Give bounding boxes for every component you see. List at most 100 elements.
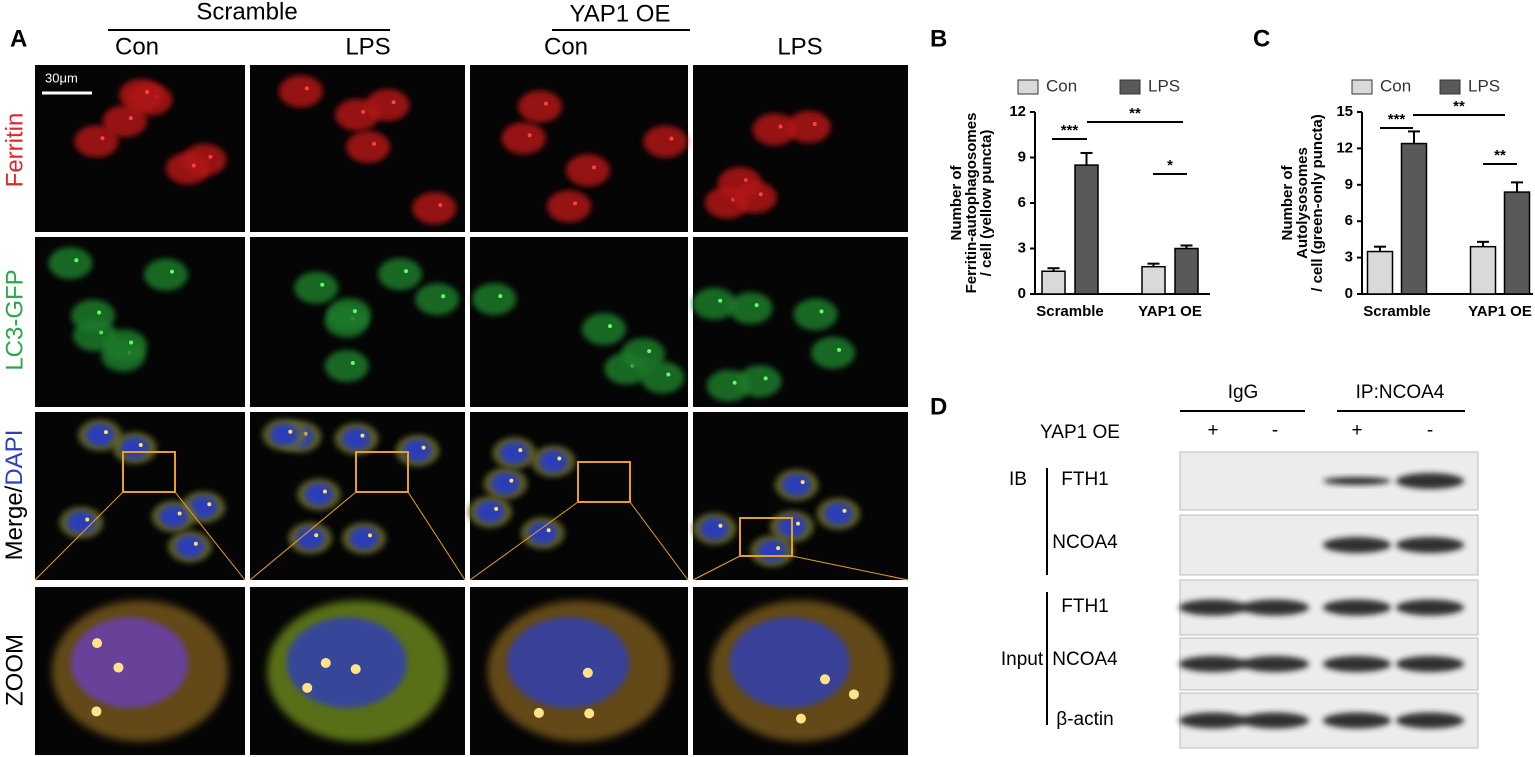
puncta: [819, 309, 824, 314]
nucleus: [507, 617, 630, 708]
legend-label: LPS: [1468, 76, 1500, 95]
puncta: [842, 508, 847, 513]
y-tick-label: 6: [1018, 194, 1026, 211]
puncta: [360, 433, 365, 438]
puncta: [776, 546, 781, 551]
significance-label: ***: [1061, 122, 1079, 139]
puncta: [169, 269, 174, 274]
puncta: [113, 662, 124, 673]
puncta: [288, 429, 293, 434]
cell: [365, 89, 410, 122]
nucleus: [528, 522, 557, 545]
row-label: ZOOM: [1, 634, 28, 706]
bar: [1503, 191, 1531, 295]
y-tick-label: 12: [1336, 139, 1353, 156]
band: [1323, 656, 1391, 672]
zoom-line: [174, 491, 246, 581]
band: [1241, 599, 1309, 616]
nucleus: [476, 500, 505, 523]
nucleus: [500, 442, 529, 465]
band: [1396, 473, 1464, 489]
section-label: Input: [1001, 649, 1044, 670]
cell: [621, 338, 666, 371]
cell: [103, 329, 148, 362]
band: [1179, 656, 1247, 672]
cell: [786, 110, 831, 143]
puncta: [372, 141, 377, 146]
x-tick-label: Scramble: [1363, 303, 1431, 320]
y-tick-label: 6: [1345, 212, 1353, 229]
puncta: [441, 294, 446, 299]
zoom-box: [739, 517, 793, 557]
puncta: [391, 100, 396, 105]
cell: [517, 90, 562, 123]
y-tick-label: 3: [1345, 249, 1353, 266]
row-label-part: Merge/: [1, 485, 28, 560]
nucleus: [758, 540, 787, 563]
cell: [326, 298, 371, 331]
row-label: Ferritin: [1, 113, 28, 188]
section-label: IB: [1009, 469, 1027, 490]
puncta: [591, 165, 596, 170]
group-title: Scramble: [196, 0, 297, 25]
zoom-line: [791, 555, 909, 581]
y-tick-label: 9: [1018, 148, 1026, 165]
bar: [1074, 164, 1099, 295]
puncta: [193, 541, 198, 546]
cell: [811, 336, 856, 369]
zoom-box: [577, 461, 631, 503]
cell: [165, 152, 210, 185]
nucleus: [286, 617, 407, 708]
zoom-line: [34, 491, 124, 581]
cell: [565, 154, 610, 187]
row-label: LC3-GFP: [1, 269, 28, 370]
nucleus: [120, 437, 149, 460]
bar: [1141, 265, 1166, 295]
legend-swatch: [1351, 79, 1373, 95]
cell: [732, 181, 777, 214]
bar: [1400, 142, 1428, 295]
puncta: [758, 192, 763, 197]
puncta: [145, 89, 150, 94]
puncta: [128, 116, 133, 121]
puncta: [837, 347, 842, 352]
cell: [412, 192, 457, 225]
y-tick-label: 15: [1336, 103, 1353, 120]
group-title: YAP1 OE: [570, 0, 671, 27]
puncta: [322, 489, 327, 494]
x-tick-label: YAP1 OE: [1138, 303, 1202, 320]
cell: [472, 283, 517, 316]
legend-label: Con: [1380, 76, 1411, 95]
micrographs: 30μm: [34, 65, 909, 755]
bar: [1174, 247, 1199, 295]
cell: [643, 125, 688, 158]
puncta: [304, 86, 309, 91]
puncta: [320, 657, 331, 668]
puncta: [129, 340, 134, 345]
sign: -: [1272, 420, 1278, 441]
row-label-part: DAPI: [1, 430, 28, 486]
band-label: FTH1: [1061, 469, 1109, 490]
nucleus: [782, 474, 811, 497]
puncta: [666, 372, 671, 377]
nucleus: [159, 505, 188, 528]
puncta: [350, 664, 361, 675]
bar: [1469, 245, 1497, 295]
nucleus: [729, 617, 850, 708]
cell: [48, 247, 93, 280]
legend-swatch: [1017, 79, 1039, 95]
significance-label: ***: [1388, 111, 1406, 128]
puncta: [557, 456, 562, 461]
puncta: [800, 480, 805, 485]
puncta: [607, 324, 612, 329]
puncta: [820, 674, 831, 685]
puncta: [352, 309, 357, 314]
nucleus: [175, 535, 204, 558]
puncta: [732, 380, 737, 385]
y-tick-label: 3: [1018, 239, 1026, 256]
puncta: [207, 502, 212, 507]
y-axis-label: / cell (green-only puncta): [1309, 114, 1326, 292]
column-label: Con: [115, 33, 159, 60]
cell: [294, 271, 339, 304]
